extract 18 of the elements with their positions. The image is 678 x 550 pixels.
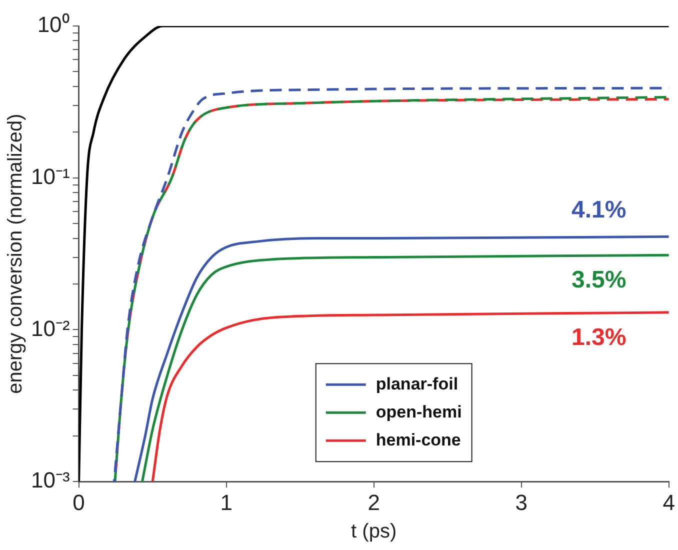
y-axis-title: energy conversion (normalized) bbox=[4, 114, 27, 394]
y-tick-label: 10⁰ bbox=[37, 12, 70, 38]
x-tick-label: 0 bbox=[72, 490, 85, 515]
annotation: 1.3% bbox=[572, 324, 626, 352]
y-tick-label: 10⁻² bbox=[31, 316, 70, 341]
x-tick-label: 3 bbox=[515, 490, 528, 515]
line-series bbox=[151, 311, 669, 482]
y-tick-label: 10⁻¹ bbox=[31, 164, 70, 189]
legend-label: hemi-cone bbox=[376, 430, 461, 450]
annotation: 3.5% bbox=[572, 266, 626, 294]
x-tick-label: 1 bbox=[220, 490, 232, 515]
y-tick-label: 10⁻³ bbox=[31, 468, 70, 493]
annotation: 4.1% bbox=[572, 196, 626, 224]
x-axis-title: t (ps) bbox=[351, 520, 397, 543]
x-tick-label: 2 bbox=[368, 490, 380, 515]
legend-label: open-hemi bbox=[376, 402, 462, 422]
x-tick-label: 4 bbox=[662, 490, 676, 515]
legend-label: planar-foil bbox=[376, 374, 458, 394]
